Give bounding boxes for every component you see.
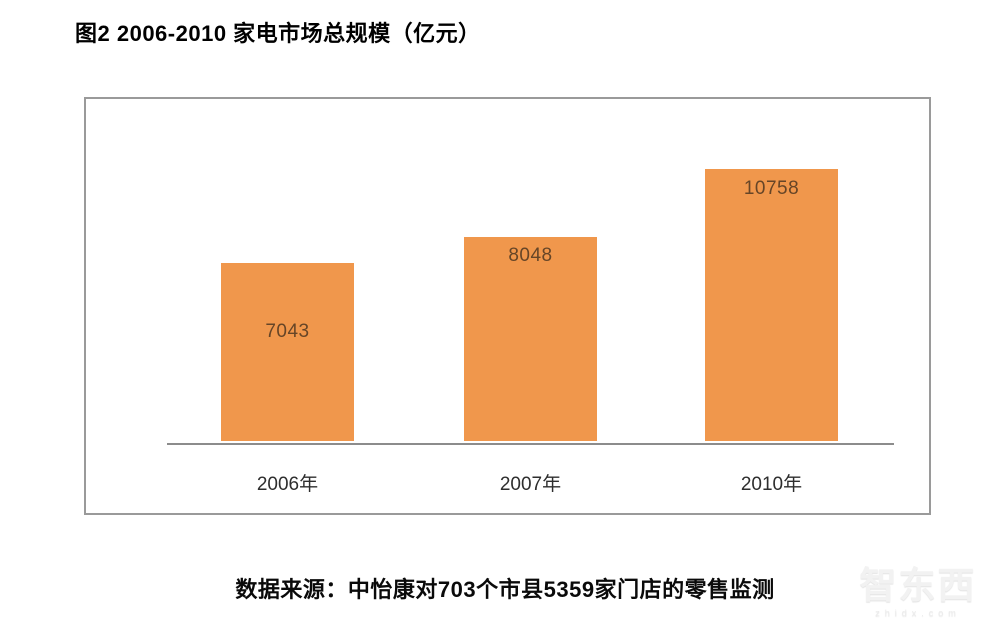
watermark-logo: 智东西 [859, 565, 977, 606]
bar-value-label: 10758 [743, 178, 800, 199]
x-axis-label-2010: 2010年 [740, 474, 803, 495]
bar-2010: 10758 [705, 169, 838, 441]
bar-2007: 8048 [464, 237, 597, 441]
x-axis-label-2007: 2007年 [499, 474, 562, 495]
bar-value-label: 7043 [265, 321, 310, 342]
plot-area: 7043 8048 10758 2006年 2007年 2010年 [88, 99, 927, 509]
watermark-domain: zhidx.com [875, 607, 961, 618]
bar-value-label: 8048 [508, 245, 553, 266]
watermark: 智东西 zhidx.com [848, 565, 988, 618]
page-title: 图2 2006-2010 家电市场总规模（亿元） [75, 21, 481, 46]
source-note: 数据来源：中怡康对703个市县5359家门店的零售监测 [235, 577, 775, 602]
x-axis-line [167, 443, 894, 445]
x-axis-label-2006: 2006年 [256, 474, 319, 495]
bar-2006: 7043 [221, 263, 354, 441]
chart-frame: 7043 8048 10758 2006年 2007年 2010年 [84, 97, 931, 515]
